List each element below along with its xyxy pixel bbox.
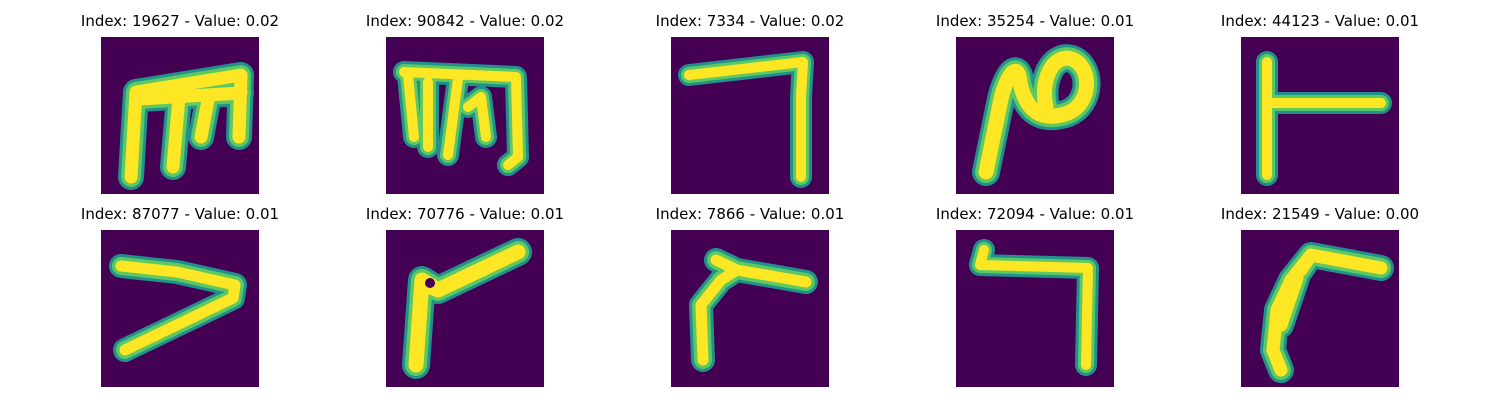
panel-title: Index: 7334 - Value: 0.02 [655,12,845,30]
panel-1: Index: 19627 - Value: 0.02 [70,12,290,194]
handwritten-glyph-image [101,37,259,194]
panel-title: Index: 44123 - Value: 0.01 [1220,12,1420,30]
panel-8: Index: 7866 - Value: 0.01 [640,205,860,387]
panel-title: Index: 19627 - Value: 0.02 [80,12,280,30]
panel-4: Index: 35254 - Value: 0.01 [925,12,1145,194]
handwritten-glyph-image [1241,37,1399,194]
panel-title: Index: 87077 - Value: 0.01 [80,205,280,223]
panel-3: Index: 7334 - Value: 0.02 [640,12,860,194]
panel-9: Index: 72094 - Value: 0.01 [925,205,1145,387]
panel-10: Index: 21549 - Value: 0.00 [1210,205,1430,387]
panel-2: Index: 90842 - Value: 0.02 [355,12,575,194]
panel-title: Index: 35254 - Value: 0.01 [935,12,1135,30]
handwritten-glyph-image [956,230,1114,387]
handwritten-glyph-image [386,37,544,194]
handwritten-glyph-image [671,230,829,387]
panel-title: Index: 90842 - Value: 0.02 [365,12,565,30]
panel-title: Index: 70776 - Value: 0.01 [365,205,565,223]
handwritten-glyph-image [101,230,259,387]
panel-7: Index: 70776 - Value: 0.01 [355,205,575,387]
handwritten-glyph-image [956,37,1114,194]
panel-title: Index: 7866 - Value: 0.01 [655,205,845,223]
handwritten-glyph-image [386,230,544,387]
handwritten-glyph-image [1241,230,1399,387]
panel-title: Index: 21549 - Value: 0.00 [1220,205,1420,223]
panel-5: Index: 44123 - Value: 0.01 [1210,12,1430,194]
panel-6: Index: 87077 - Value: 0.01 [70,205,290,387]
handwritten-glyph-image [671,37,829,194]
panel-title: Index: 72094 - Value: 0.01 [935,205,1135,223]
